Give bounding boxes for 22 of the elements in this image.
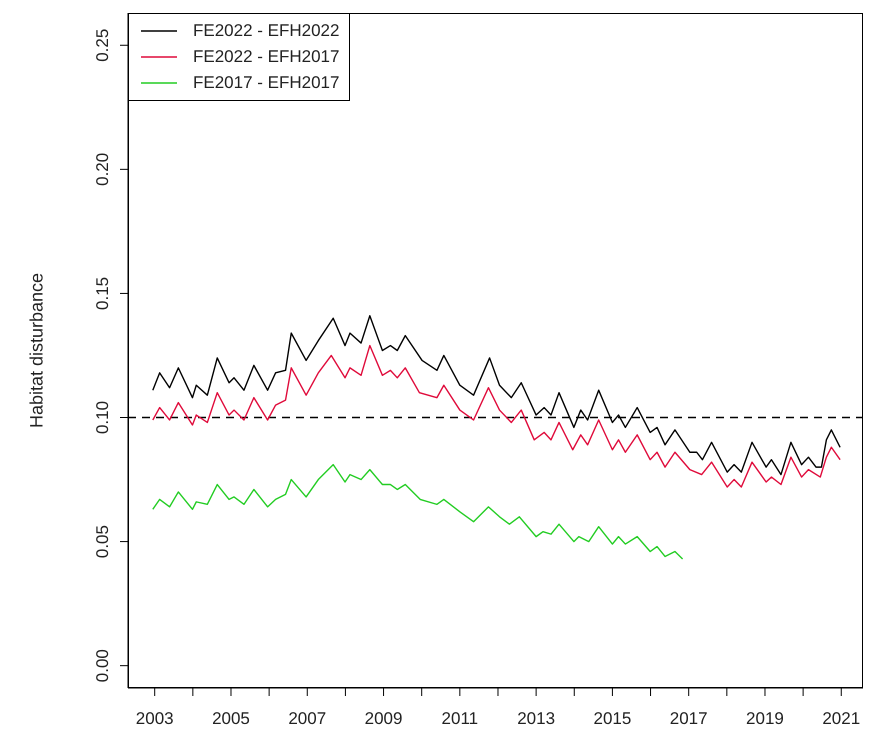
line-series: [152, 344, 841, 488]
legend-label: FE2022 - EFH2022: [193, 21, 340, 41]
x-tick-label: 2005: [212, 709, 250, 728]
x-tick-label: 2019: [746, 709, 784, 728]
x-tick-label: 2013: [517, 709, 556, 728]
x-tick-label: 2017: [670, 709, 708, 728]
line-series: [152, 464, 684, 560]
y-tick-label: 0.05: [93, 525, 112, 558]
y-tick-label: 0.00: [93, 649, 112, 682]
y-tick-label: 0.15: [93, 276, 112, 310]
x-tick-label: 2021: [822, 709, 860, 728]
y-tick-label: 0.20: [93, 152, 112, 186]
y-axis-title: Habitat disturbance: [26, 272, 46, 428]
x-tick-label: 2007: [288, 709, 326, 728]
legend-label: FE2017 - EFH2017: [193, 73, 340, 93]
x-tick-label: 2011: [442, 709, 478, 728]
legend-label: FE2022 - EFH2017: [193, 47, 340, 67]
x-tick-label: 2009: [364, 709, 402, 728]
x-tick-label: 2015: [593, 709, 632, 728]
y-tick-label: 0.10: [93, 400, 112, 434]
x-tick-label: 2003: [136, 709, 174, 728]
y-tick-label: 0.25: [93, 28, 112, 62]
